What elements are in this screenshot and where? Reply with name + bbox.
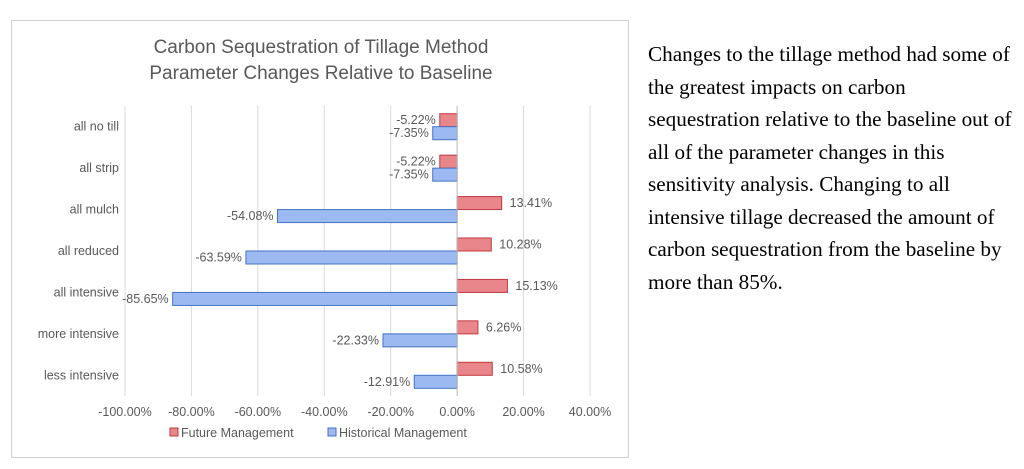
data-label: -7.35% [389, 168, 429, 182]
y-category-label: all strip [79, 161, 119, 175]
data-label: -12.91% [364, 375, 411, 389]
y-category-label: all reduced [58, 244, 119, 258]
chart-title-line: Carbon Sequestration of Tillage Method [154, 37, 489, 58]
bar-future [439, 113, 458, 128]
bar-future [456, 237, 492, 252]
x-tick-label: 0.00% [439, 405, 474, 419]
data-label: -5.22% [396, 113, 436, 127]
bar-future [456, 361, 493, 376]
y-category-label: more intensive [38, 327, 119, 341]
x-tick-label: -100.00% [98, 405, 152, 419]
legend-label-future: Future Management [181, 426, 294, 440]
data-label: -22.33% [332, 333, 379, 347]
data-label: 13.41% [510, 196, 552, 210]
x-tick-label: -60.00% [235, 405, 282, 419]
x-tick-label: -20.00% [367, 405, 414, 419]
data-label: 6.26% [486, 320, 521, 334]
y-category-label: all no till [74, 120, 119, 134]
bar-historical [245, 250, 458, 265]
data-label: -5.22% [396, 155, 436, 169]
bar-future [456, 196, 503, 211]
chart-title-line: Parameter Changes Relative to Baseline [149, 63, 492, 84]
data-label: 10.28% [499, 238, 541, 252]
bar-historical [413, 374, 458, 389]
bar-future [456, 320, 479, 335]
y-category-label: less intensive [44, 368, 119, 382]
legend-label-historical: Historical Management [339, 426, 467, 440]
data-label: -7.35% [389, 126, 429, 140]
data-label: 15.13% [515, 279, 557, 293]
bar-historical [432, 167, 458, 182]
data-label: -85.65% [122, 292, 169, 306]
bar-historical [432, 126, 458, 141]
bar-chart: -5.22%-7.35%-5.22%-7.35%13.41%-54.08%10.… [38, 37, 612, 440]
y-category-label: all intensive [54, 285, 119, 299]
legend-swatch-historical [327, 427, 337, 437]
legend-swatch-future [169, 427, 179, 437]
bar-future [456, 278, 508, 293]
chart-frame: -5.22% -7.35% -5.22% -7.35% 13.41% -54.08% 10.… [11, 20, 629, 458]
bar-future [439, 154, 458, 169]
data-label: -54.08% [227, 209, 274, 223]
x-tick-label: 40.00% [569, 405, 611, 419]
x-tick-label: -80.00% [168, 405, 215, 419]
data-label: -63.59% [195, 251, 242, 265]
bar-historical [382, 333, 458, 348]
bar-historical [277, 209, 458, 224]
y-category-label: all mulch [70, 203, 119, 217]
bar-historical [172, 291, 458, 306]
data-label: 10.58% [500, 362, 542, 376]
description-paragraph: Changes to the tillage method had some o… [648, 42, 1012, 294]
x-tick-label: 20.00% [502, 405, 544, 419]
x-tick-label: -40.00% [301, 405, 348, 419]
